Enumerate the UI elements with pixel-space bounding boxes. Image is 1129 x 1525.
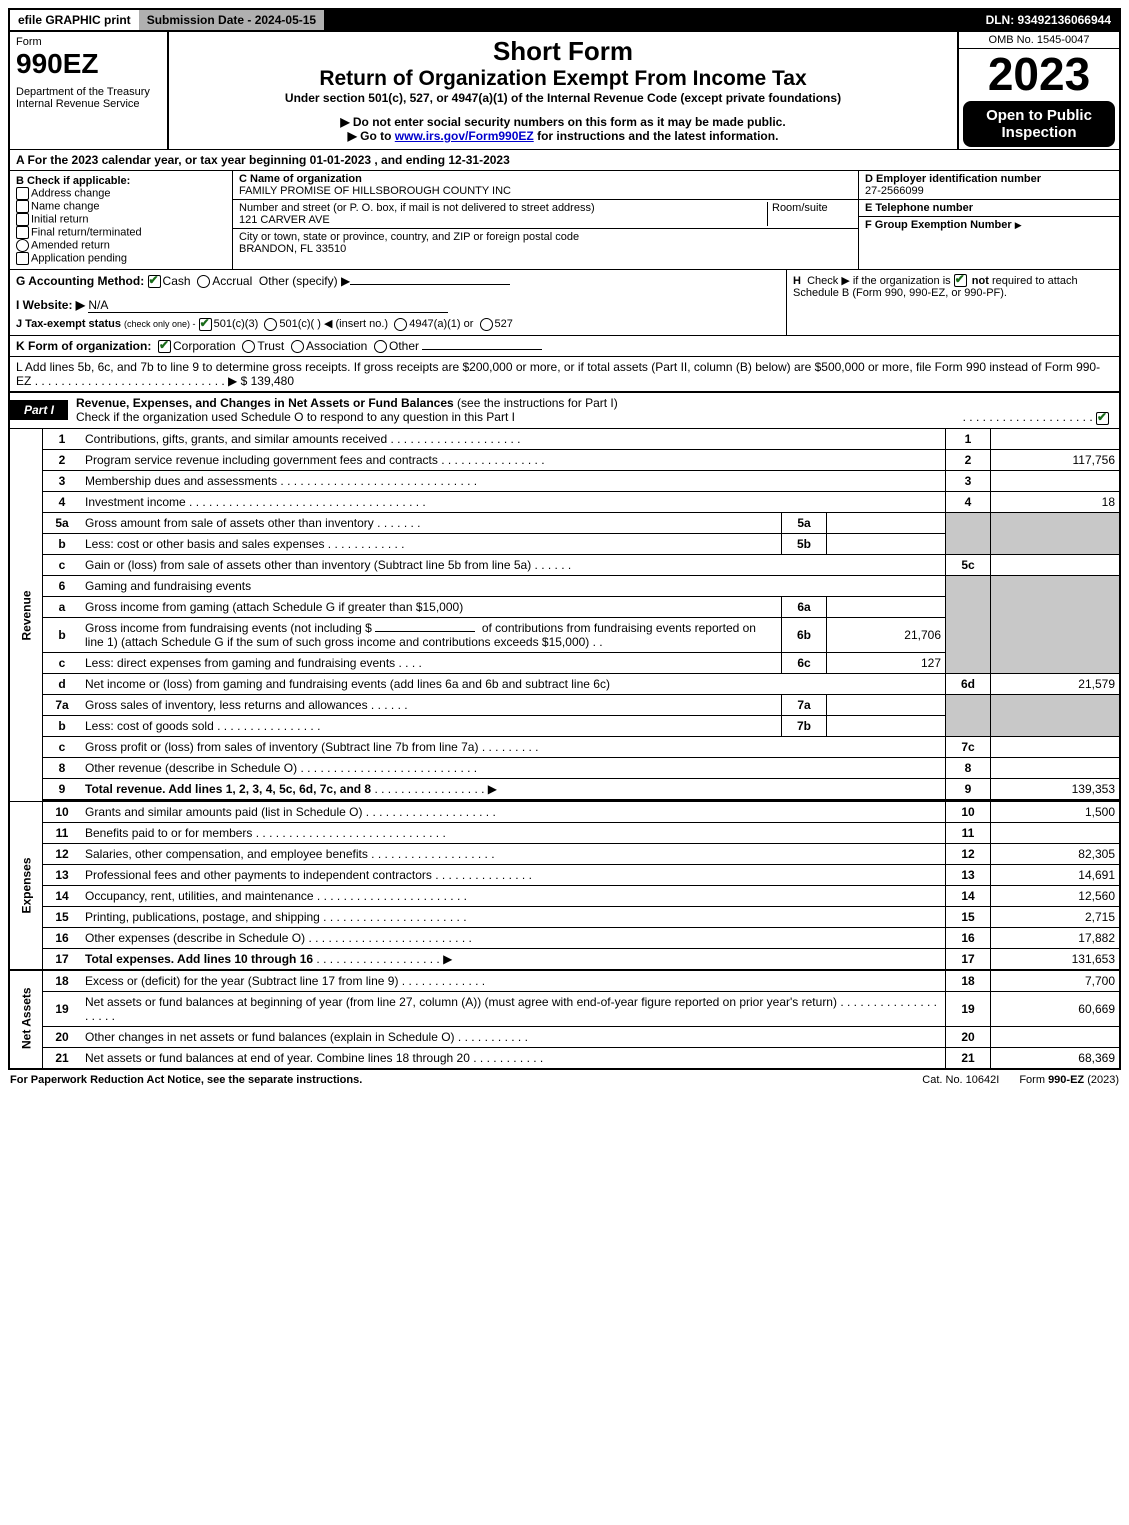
section-g-i-j: G Accounting Method: Cash Accrual Other … <box>10 270 786 335</box>
top-bar: efile GRAPHIC print Submission Date - 20… <box>8 8 1121 32</box>
val-6d: 21,579 <box>991 673 1120 694</box>
val-21: 68,369 <box>991 1047 1120 1068</box>
val-13: 14,691 <box>991 864 1120 885</box>
form-label: Form <box>16 36 161 48</box>
section-h: H Check ▶ if the organization is not req… <box>786 270 1119 335</box>
org-street: 121 CARVER AVE <box>239 214 763 226</box>
ck-initial-return[interactable] <box>16 213 29 226</box>
val-15: 2,715 <box>991 906 1120 927</box>
note-ssn: ▶ Do not enter social security numbers o… <box>175 115 951 129</box>
ck-name-change[interactable] <box>16 200 29 213</box>
section-l: L Add lines 5b, 6c, and 7b to line 9 to … <box>10 356 1119 391</box>
ck-app-pending[interactable] <box>16 252 29 265</box>
footer: For Paperwork Reduction Act Notice, see … <box>8 1070 1121 1086</box>
val-6a <box>827 596 946 617</box>
website-value: N/A <box>88 298 448 313</box>
omb-number: OMB No. 1545-0047 <box>959 32 1119 49</box>
side-expenses: Expenses <box>10 801 43 970</box>
org-name: FAMILY PROMISE OF HILLSBOROUGH COUNTY IN… <box>239 185 852 197</box>
section-def: D Employer identification number 27-2566… <box>858 171 1119 269</box>
ein: 27-2566099 <box>865 185 1113 197</box>
side-revenue: Revenue <box>10 429 43 802</box>
val-7a <box>827 694 946 715</box>
val-17: 131,653 <box>991 948 1120 970</box>
irs-link[interactable]: www.irs.gov/Form990EZ <box>395 129 534 143</box>
cat-no: Cat. No. 10642I <box>902 1074 1019 1086</box>
ck-501c3[interactable] <box>199 318 212 331</box>
val-5c <box>991 554 1120 575</box>
val-6b: 21,706 <box>827 617 946 652</box>
form-number: 990EZ <box>16 48 161 80</box>
lines-table: Revenue 1 Contributions, gifts, grants, … <box>10 429 1119 1068</box>
dept-treasury: Department of the Treasury <box>16 86 161 98</box>
subtitle: Under section 501(c), 527, or 4947(a)(1)… <box>175 91 951 105</box>
other-org-input[interactable] <box>422 349 542 350</box>
val-7c <box>991 736 1120 757</box>
val-16: 17,882 <box>991 927 1120 948</box>
ck-schedule-b[interactable] <box>954 274 967 287</box>
val-20 <box>991 1026 1120 1047</box>
group-exemption-arrow: ▶ <box>1015 220 1022 230</box>
val-9: 139,353 <box>991 778 1120 800</box>
val-10: 1,500 <box>991 801 1120 822</box>
tax-year: 2023 <box>959 49 1119 99</box>
ck-cash[interactable] <box>148 275 161 288</box>
val-19: 60,669 <box>991 991 1120 1026</box>
val-6c: 127 <box>827 652 946 673</box>
val-8 <box>991 757 1120 778</box>
efile-print[interactable]: efile GRAPHIC print <box>10 10 139 30</box>
submission-date: Submission Date - 2024-05-15 <box>139 10 324 30</box>
val-5b <box>827 533 946 554</box>
val-1 <box>991 429 1120 450</box>
ck-trust[interactable] <box>242 340 255 353</box>
form-header: Form 990EZ Department of the Treasury In… <box>10 32 1119 149</box>
val-11 <box>991 822 1120 843</box>
other-method-input[interactable] <box>350 284 510 285</box>
title-return: Return of Organization Exempt From Incom… <box>175 67 951 91</box>
ck-amended[interactable] <box>16 239 29 252</box>
ck-other-org[interactable] <box>374 340 387 353</box>
title-short-form: Short Form <box>175 36 951 67</box>
val-12: 82,305 <box>991 843 1120 864</box>
room-suite-label: Room/suite <box>768 202 852 226</box>
val-5a <box>827 512 946 533</box>
ck-4947[interactable] <box>394 318 407 331</box>
dln: DLN: 93492136066944 <box>978 10 1119 30</box>
section-bcdef: B Check if applicable: Address change Na… <box>10 170 1119 269</box>
ck-address-change[interactable] <box>16 187 29 200</box>
gross-receipts: $ 139,480 <box>241 374 294 388</box>
val-7b <box>827 715 946 736</box>
org-city: BRANDON, FL 33510 <box>239 243 852 255</box>
val-4: 18 <box>991 491 1120 512</box>
section-k: K Form of organization: Corporation Trus… <box>10 335 1119 356</box>
ck-schedule-o[interactable] <box>1096 412 1109 425</box>
contrib-blank[interactable] <box>375 631 475 632</box>
val-2: 117,756 <box>991 449 1120 470</box>
val-3 <box>991 470 1120 491</box>
ck-accrual[interactable] <box>197 275 210 288</box>
open-to-public: Open to Public Inspection <box>963 101 1115 147</box>
section-c: C Name of organization FAMILY PROMISE OF… <box>233 171 858 269</box>
note-goto: ▶ Go to www.irs.gov/Form990EZ for instru… <box>175 129 951 143</box>
ck-assoc[interactable] <box>291 340 304 353</box>
ck-527[interactable] <box>480 318 493 331</box>
val-14: 12,560 <box>991 885 1120 906</box>
ck-corp[interactable] <box>158 340 171 353</box>
side-netassets: Net Assets <box>10 970 43 1068</box>
part-i-header: Part I Revenue, Expenses, and Changes in… <box>10 391 1119 428</box>
val-18: 7,700 <box>991 970 1120 992</box>
section-b: B Check if applicable: Address change Na… <box>10 171 233 269</box>
ck-final-return[interactable] <box>16 226 29 239</box>
section-a: A For the 2023 calendar year, or tax yea… <box>10 149 1119 170</box>
dept-irs: Internal Revenue Service <box>16 98 161 110</box>
ck-501c[interactable] <box>264 318 277 331</box>
